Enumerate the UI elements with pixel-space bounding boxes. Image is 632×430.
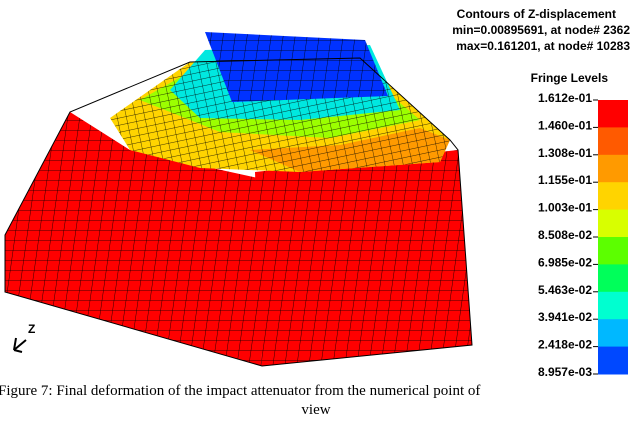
legend-max: max=0.161201, at node# 10283 xyxy=(456,39,630,53)
fringe-title: Fringe Levels xyxy=(531,71,609,85)
fringe-level: 2.418e-02 xyxy=(538,338,592,352)
figure: Z Contours of Z-displacement min=0.00895… xyxy=(0,0,632,430)
fringe-color xyxy=(598,210,628,238)
fringe-color xyxy=(598,237,628,265)
fringe-color xyxy=(598,292,628,320)
fringe-level: 6.985e-02 xyxy=(538,255,592,269)
fringe-level: 8.508e-02 xyxy=(538,228,592,242)
axis-label: Z xyxy=(28,322,35,336)
fringe-color xyxy=(598,127,628,155)
fringe-level: 1.612e-01 xyxy=(538,91,592,105)
fringe-color xyxy=(598,155,628,183)
caption-line: Figure 7: Final deformation of the impac… xyxy=(0,383,480,399)
fringe-level: 1.155e-01 xyxy=(538,173,592,187)
legend-title: Contours of Z-displacement xyxy=(457,7,616,21)
fringe-level: 3.941e-02 xyxy=(538,310,592,324)
fringe-level: 1.308e-01 xyxy=(538,146,592,160)
fringe-color xyxy=(598,264,628,292)
fringe-color xyxy=(598,100,628,128)
fringe-color xyxy=(598,182,628,210)
fringe-level: 8.957e-03 xyxy=(538,365,592,379)
caption-line: view xyxy=(301,402,330,418)
fringe-color xyxy=(598,319,628,347)
fringe-level: 1.460e-01 xyxy=(538,118,592,132)
fringe-color xyxy=(598,347,628,375)
fringe-level: 1.003e-01 xyxy=(538,201,592,215)
fringe-legend: 1.612e-01 1.460e-01 1.308e-01 1.155e-01 1.00… xyxy=(538,91,628,379)
fringe-level: 5.463e-02 xyxy=(538,283,592,297)
mesh-model xyxy=(5,32,472,366)
legend-min: min=0.00895691, at node# 2362 xyxy=(452,23,630,37)
